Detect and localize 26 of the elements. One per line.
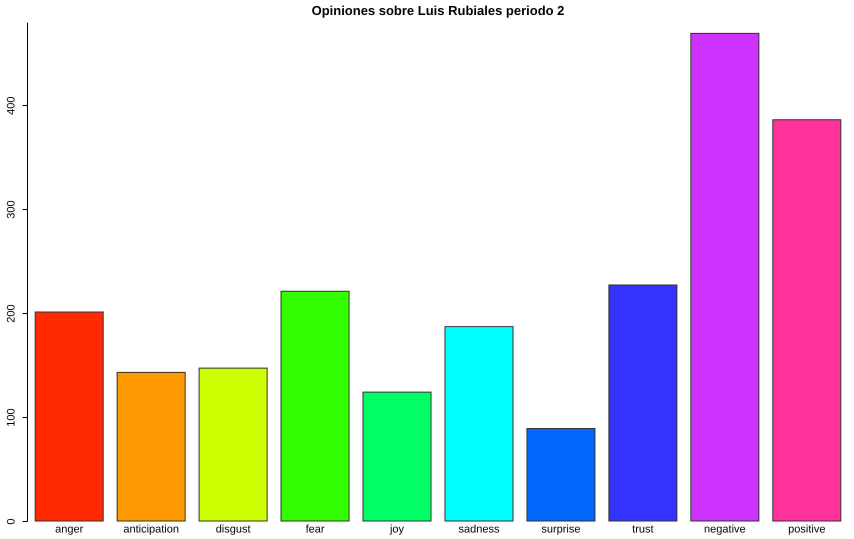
y-tick-label: 0: [6, 518, 18, 525]
x-tick-label: sadness: [458, 524, 500, 536]
x-tick-label: anticipation: [123, 524, 179, 536]
x-tick-label: disgust: [216, 524, 251, 536]
bar: [772, 119, 842, 522]
bar: [116, 372, 186, 522]
bar: [34, 312, 104, 522]
y-tick-label: 300: [6, 200, 18, 219]
x-tick-label: fear: [306, 524, 325, 536]
y-tick-label: 100: [6, 408, 18, 427]
bar: [444, 326, 514, 522]
y-tick-label: 400: [6, 96, 18, 115]
bar: [198, 368, 268, 522]
x-tick-label: anger: [55, 524, 84, 536]
bar: [608, 284, 678, 522]
y-tick-label: 200: [6, 304, 18, 323]
bar: [690, 32, 760, 522]
x-tick-label: negative: [704, 524, 746, 536]
x-tick-label: trust: [632, 524, 654, 536]
chart-title: Opiniones sobre Luis Rubiales periodo 2: [312, 3, 564, 18]
x-tick-label: joy: [388, 524, 405, 536]
bar: [280, 290, 350, 522]
bar: [362, 392, 432, 522]
x-tick-label: surprise: [541, 524, 580, 536]
x-tick-label: positive: [788, 524, 826, 536]
bar: [526, 428, 596, 522]
